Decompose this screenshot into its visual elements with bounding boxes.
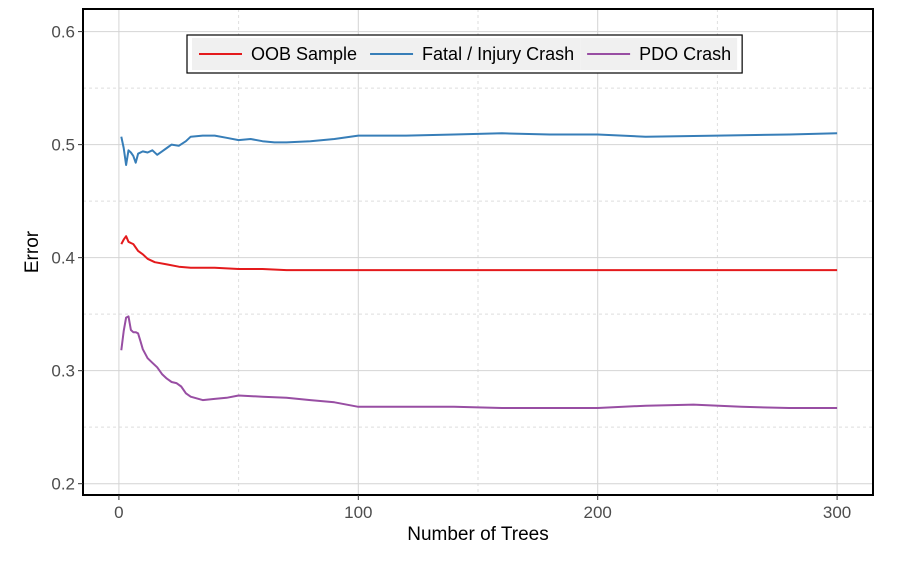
x-tick-label: 200 — [584, 503, 612, 522]
y-tick-label: 0.6 — [51, 23, 75, 42]
x-axis-title: Number of Trees — [407, 524, 549, 545]
grid-minor-lines — [83, 9, 873, 495]
series-layer — [120, 132, 838, 409]
axis-ticks — [78, 31, 838, 500]
x-tick-label: 0 — [114, 503, 123, 522]
legend-label-0: OOB Sample — [251, 44, 357, 64]
series-line-1 — [120, 132, 838, 166]
plot-panel-border — [82, 8, 874, 496]
x-tick-label: 100 — [344, 503, 372, 522]
y-tick-label: 0.4 — [51, 249, 75, 268]
y-axis-title: Error — [22, 230, 43, 273]
grid-major-lines — [83, 9, 873, 495]
x-tick-label: 300 — [823, 503, 851, 522]
y-tick-label: 0.3 — [51, 362, 75, 381]
series-line-2 — [120, 315, 838, 409]
y-tick-label: 0.2 — [51, 475, 75, 494]
legend: OOB Sample Fatal / Injury Crash PDO Crash — [186, 34, 743, 74]
legend-label-2: PDO Crash — [639, 44, 731, 64]
legend-label-1: Fatal / Injury Crash — [422, 44, 574, 64]
x-tick-labels: 0 100 200 300 — [114, 503, 851, 522]
y-tick-label: 0.5 — [51, 136, 75, 155]
y-tick-labels: 0.2 0.3 0.4 0.5 0.6 — [51, 23, 75, 494]
series-line-0 — [120, 235, 838, 272]
